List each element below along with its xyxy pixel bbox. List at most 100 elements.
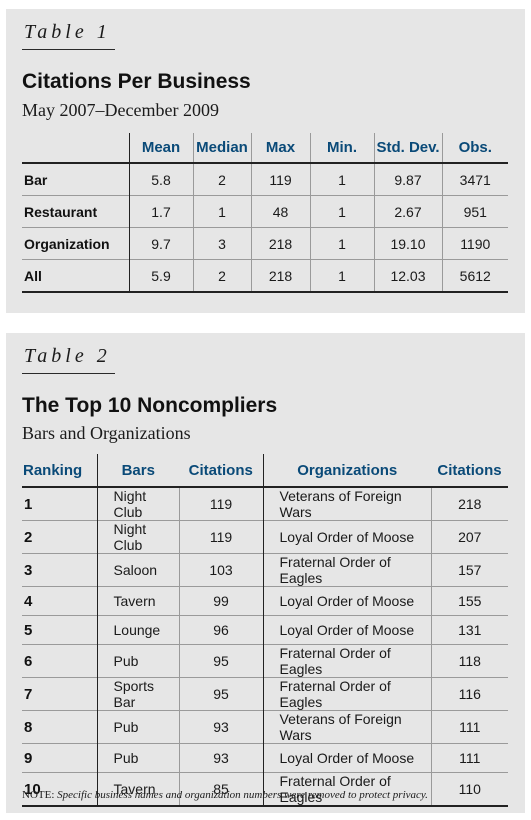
cell-org-citations: 155 [430,586,508,616]
cell-min: 1 [309,259,374,293]
cell-obs: 1190 [441,227,508,260]
row-label: All [22,259,129,293]
cell-median: 2 [192,162,251,196]
cell-bar-citations: 99 [178,586,263,616]
note-prefix: NOTE: [22,789,55,801]
table-row: Bar 5.8 2 119 1 9.87 3471 [22,162,508,196]
cell-organization: Veterans of Foreign Wars [262,486,431,521]
cell-bar: Pub [96,743,179,773]
cell-mean: 5.8 [128,162,193,196]
cell-mean: 5.9 [128,259,193,293]
cell-organization: Fraternal Order of Eagles [262,677,431,711]
table-row: Organization 9.7 3 218 1 19.10 1190 [22,227,508,260]
table2-subtitle: Bars and Organizations [22,423,191,443]
table1-title: Citations Per Business [22,70,251,93]
cell-organization: Loyal Order of Moose [262,743,431,773]
table2-note: NOTE: Specific business names and organi… [22,789,428,801]
col-header-min: Min. [309,133,374,163]
table-row: 3 Saloon 103 Fraternal Order of Eagles 1… [22,553,508,587]
cell-min: 1 [309,227,374,260]
cell-obs: 951 [441,195,508,228]
col-header-obs: Obs. [441,133,508,163]
cell-bar: Lounge [96,615,179,645]
cell-rank: 5 [22,615,97,645]
cell-org-citations: 111 [430,743,508,773]
cell-bar: Pub [96,710,179,744]
cell-org-citations: 111 [430,710,508,744]
noncompliers-table: Ranking Bars Citations Organizations Cit… [22,454,508,807]
cell-std-dev: 9.87 [373,162,442,196]
cell-mean: 1.7 [128,195,193,228]
cell-median: 1 [192,195,251,228]
cell-org-citations: 157 [430,553,508,587]
table-row: 2 Night Club 119 Loyal Order of Moose 20… [22,520,508,554]
col-header-org-citations: Citations [437,461,502,479]
table1-subtitle: May 2007–December 2009 [22,100,219,120]
cell-rank: 1 [22,486,97,521]
note-text: Specific business names and organization… [57,789,428,801]
cell-max: 119 [250,162,310,196]
table1-panel: Table 1 Citations Per Business May 2007–… [6,9,525,313]
cell-bar: Night Club [96,486,179,521]
row-label: Organization [22,227,129,260]
cell-obs: 5612 [441,259,508,293]
cell-bar-citations: 103 [178,553,263,587]
cell-std-dev: 12.03 [373,259,442,293]
cell-rank: 8 [22,710,97,744]
cell-max: 218 [250,259,310,293]
cell-bar: Tavern [96,586,179,616]
cell-organization: Fraternal Order of Eagles [262,772,431,807]
cell-mean: 9.7 [128,227,193,260]
cell-org-citations: 110 [430,772,508,807]
col-header-organizations: Organizations [262,454,431,487]
table1-corner [22,133,129,163]
cell-bar-citations: 93 [178,743,263,773]
col-header-std-dev: Std. Dev. [373,133,442,163]
col-header-bars: Bars [96,454,179,487]
cell-bar-citations: 85 [178,772,263,807]
cell-rank: 9 [22,743,97,773]
cell-bar-citations: 95 [178,644,263,678]
table-row: 7 Sports Bar 95 Fraternal Order of Eagle… [22,677,508,711]
cell-min: 1 [309,195,374,228]
cell-median: 3 [192,227,251,260]
table1-label-rule [22,49,115,50]
cell-organization: Loyal Order of Moose [262,520,431,554]
table-row: 5 Lounge 96 Loyal Order of Moose 131 [22,615,508,645]
table-row: Restaurant 1.7 1 48 1 2.67 951 [22,195,508,228]
table2-panel: Table 2 The Top 10 Noncompliers Bars and… [6,333,525,813]
table-row: 8 Pub 93 Veterans of Foreign Wars 111 [22,710,508,744]
col-header-bar-citations: Citations [188,461,253,479]
table1-label: Table 1 [24,21,111,43]
cell-rank: 2 [22,520,97,554]
col-header-max: Max [250,133,310,163]
cell-max: 48 [250,195,310,228]
table2-label-rule [22,373,115,374]
cell-org-citations: 218 [430,486,508,521]
cell-rank: 7 [22,677,97,711]
col-header-ranking: Ranking [23,461,83,479]
cell-std-dev: 19.10 [373,227,442,260]
table-row: 9 Pub 93 Loyal Order of Moose 111 [22,743,508,773]
cell-organization: Fraternal Order of Eagles [262,644,431,678]
cell-rank: 3 [22,553,97,587]
table-row: All 5.9 2 218 1 12.03 5612 [22,259,508,293]
cell-bar: Pub [96,644,179,678]
table-row: 1 Night Club 119 Veterans of Foreign War… [22,486,508,521]
table-row: 10 Tavern 85 Fraternal Order of Eagles 1… [22,772,508,807]
cell-org-citations: 207 [430,520,508,554]
cell-bar: Saloon [96,553,179,587]
cell-bar: Sports Bar [96,677,179,711]
cell-rank: 6 [22,644,97,678]
cell-std-dev: 2.67 [373,195,442,228]
col-header-median: Median [192,133,251,163]
cell-bar-citations: 95 [178,677,263,711]
cell-obs: 3471 [441,162,508,196]
table1-header-row: Mean Median Max Min. Std. Dev. Obs. [22,133,508,163]
cell-organization: Loyal Order of Moose [262,586,431,616]
cell-bar-citations: 96 [178,615,263,645]
cell-bar: Night Club [96,520,179,554]
cell-org-citations: 116 [430,677,508,711]
cell-min: 1 [309,162,374,196]
citations-table: Mean Median Max Min. Std. Dev. Obs. Bar … [22,133,508,293]
